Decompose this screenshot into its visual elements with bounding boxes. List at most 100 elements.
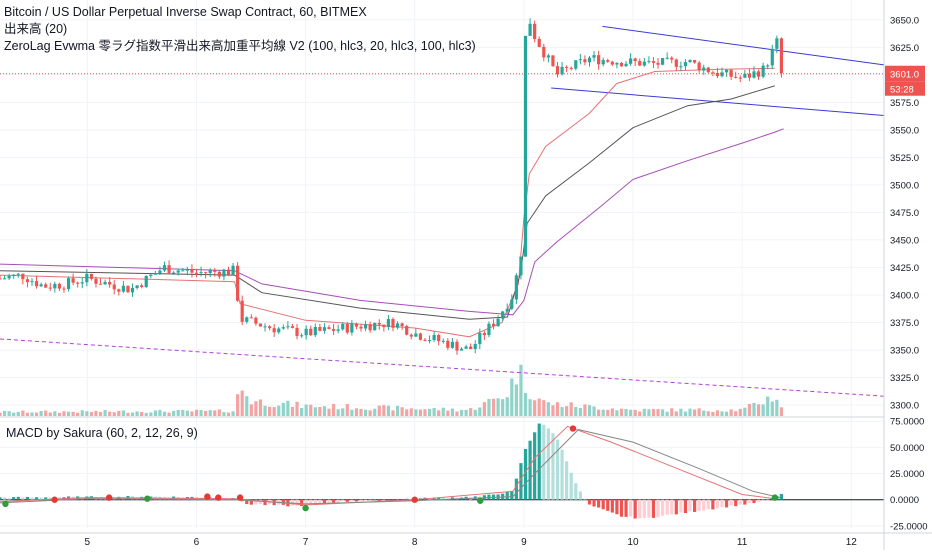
macd-tick-label: 0.0000 <box>890 495 919 506</box>
dashed_support-trend-line[interactable] <box>0 338 885 397</box>
volume-bar <box>747 403 752 416</box>
time-tick-label: 9 <box>521 537 527 548</box>
volume-bar <box>48 412 52 416</box>
macd-indicator-title[interactable]: MACD by Sakura (60, 2, 12, 26, 9) <box>6 426 198 440</box>
volume-bar <box>181 409 185 416</box>
volume-bar <box>597 409 601 416</box>
volume-bar <box>619 408 624 416</box>
macd-histogram-bar <box>528 440 532 500</box>
candle-body <box>692 60 697 63</box>
candle-body <box>743 73 747 78</box>
price-tick-label: 3400.0 <box>890 290 919 301</box>
candle-body <box>377 322 381 325</box>
price-tick-label: 3550.0 <box>890 125 919 136</box>
candle-body <box>249 317 253 319</box>
candle-body <box>615 62 619 65</box>
candle-body <box>199 272 203 274</box>
volume-bar <box>98 411 103 416</box>
macd-histogram-bar <box>702 499 706 511</box>
price-tick-label: 3325.0 <box>890 373 919 384</box>
macd-histogram-bar <box>523 448 528 500</box>
price-tick-label: 3375.0 <box>890 318 919 329</box>
candle-body <box>610 61 614 65</box>
macd-histogram-bar <box>661 499 665 516</box>
candle-body <box>528 23 532 36</box>
candle-body <box>537 38 541 47</box>
candle-body <box>277 328 281 333</box>
volume-bar <box>743 407 747 416</box>
macd-pane <box>0 416 932 519</box>
volume-bar <box>213 410 217 416</box>
candle-body <box>702 67 706 71</box>
macd-histogram-bar <box>368 499 372 501</box>
channel_bottom-trend-line[interactable] <box>551 87 885 117</box>
candle-body <box>309 328 313 336</box>
macd-histogram-bar <box>592 499 596 507</box>
symbol-title[interactable]: Bitcoin / US Dollar Perpetual Inverse Sw… <box>4 5 367 19</box>
macd-histogram-bar <box>679 499 683 513</box>
volume-bar <box>117 410 121 416</box>
volume-bar <box>34 412 39 416</box>
candle-body <box>167 265 171 273</box>
macd-cross-marker <box>476 497 484 504</box>
volume-bar <box>537 398 541 416</box>
volume-indicator-title[interactable]: 出来高 (20) <box>4 22 68 36</box>
volume-bar <box>766 396 770 416</box>
candle-body <box>217 271 221 277</box>
volume-bar <box>167 412 171 416</box>
volume-bar <box>204 410 208 416</box>
volume-bar <box>455 411 459 416</box>
candle-body <box>624 63 628 67</box>
volume-bar <box>199 410 203 416</box>
candle-body <box>423 339 427 341</box>
candle-body <box>629 58 633 64</box>
candle-body <box>414 333 418 337</box>
price-tick-label: 3525.0 <box>890 153 919 164</box>
volume-bar <box>222 412 226 416</box>
volume-bar <box>140 411 144 416</box>
volume-bar <box>226 412 231 416</box>
macd-histogram-bar <box>542 424 546 500</box>
macd-tick-label: 25.0000 <box>890 469 924 480</box>
volume-bar <box>656 409 660 416</box>
macd-histogram-bar <box>16 496 20 500</box>
candle-body <box>715 72 720 77</box>
candle-body <box>638 61 642 66</box>
candle-body <box>747 73 752 78</box>
macd-histogram-bar <box>510 490 514 500</box>
volume-bar <box>240 390 244 416</box>
macd-cross-marker <box>204 493 211 500</box>
macd-histogram-bar <box>670 499 674 515</box>
macd-histogram-bar <box>601 499 605 510</box>
candle-body <box>185 269 189 271</box>
macd-histogram-bar <box>638 499 642 519</box>
candle-body <box>427 340 432 342</box>
macd-ma_fast-line <box>0 425 775 506</box>
volume-bar <box>615 410 619 416</box>
candle-body <box>236 265 240 301</box>
macd-histogram-bar <box>373 499 377 501</box>
macd-histogram-bar <box>533 432 537 500</box>
macd-histogram-bar <box>551 433 555 500</box>
volume-bar <box>546 402 550 416</box>
trend-lines[interactable] <box>0 25 885 397</box>
macd-histogram-bar <box>583 498 587 500</box>
volume-bar <box>217 409 221 416</box>
volume-bar <box>469 408 473 416</box>
candle-body <box>688 60 692 63</box>
macd-histogram-bar <box>615 499 619 515</box>
macd-ma_mid-line <box>0 429 781 505</box>
candle-body <box>382 324 386 328</box>
macd-histogram-bar <box>391 499 395 501</box>
macd-histogram-bar <box>651 499 656 518</box>
candle-body <box>697 62 701 71</box>
candle-body <box>354 323 359 327</box>
last-price-label: 3601.0 <box>890 70 919 81</box>
candle-body <box>162 265 167 271</box>
price-tick-label: 3450.0 <box>890 235 919 246</box>
macd-histogram-bar <box>327 499 331 503</box>
volume-bar <box>263 405 267 416</box>
channel_top-trend-line[interactable] <box>602 25 885 66</box>
zerolag-indicator-title[interactable]: ZeroLag Evwma 零ラグ指数平滑出来高加重平均線 V2 (100, h… <box>4 39 476 53</box>
